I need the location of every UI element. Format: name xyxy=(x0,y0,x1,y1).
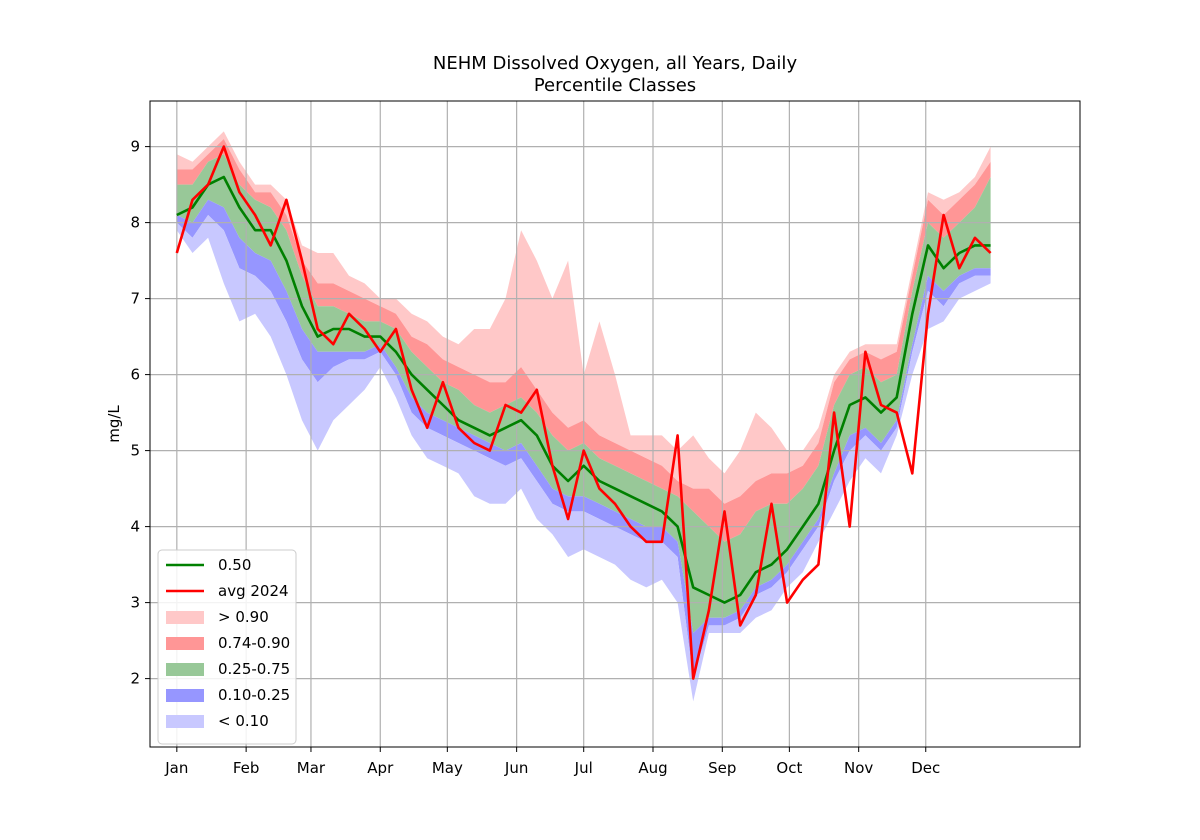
x-tick-label: Apr xyxy=(367,759,394,777)
y-tick-label: 4 xyxy=(130,518,140,536)
legend: 0.50 avg 2024 > 0.90 0.74-0.90 0.25-0.75 0.10… xyxy=(157,549,297,745)
y-tick-label: 5 xyxy=(130,442,140,460)
x-axis: Jan Feb Mar Apr May Jun Jul Aug Sep Oct Nov Dec xyxy=(164,747,940,777)
x-tick-label: May xyxy=(432,759,463,777)
y-axis: 2 3 4 5 6 7 8 9 xyxy=(130,138,150,688)
x-tick-label: Nov xyxy=(844,759,873,777)
band-2 xyxy=(176,154,991,633)
x-tick-label: Jun xyxy=(504,759,528,777)
legend-label: 0.25-0.75 xyxy=(218,660,290,678)
legend-band-swatch xyxy=(166,689,204,702)
series-line-1 xyxy=(175,145,992,680)
plot-area xyxy=(149,100,1081,748)
x-tick-label: Feb xyxy=(233,759,260,777)
lines-layer xyxy=(175,145,992,680)
x-tick-label: Sep xyxy=(708,759,736,777)
legend-label: > 0.90 xyxy=(218,608,269,626)
plot-frame xyxy=(149,100,1081,748)
legend-band-swatch xyxy=(166,637,204,650)
legend-band-swatch xyxy=(166,611,204,624)
y-tick-label: 2 xyxy=(130,670,140,688)
x-tick-label: Aug xyxy=(638,759,667,777)
y-axis-label: mg/L xyxy=(105,405,123,443)
series-line-0 xyxy=(176,175,991,604)
y-tick-label: 3 xyxy=(130,594,140,612)
y-tick-label: 7 xyxy=(130,290,140,308)
x-tick-label: Mar xyxy=(297,759,326,777)
y-tick-label: 8 xyxy=(130,214,140,232)
band-4 xyxy=(176,215,991,702)
chart-subtitle: Percentile Classes xyxy=(534,75,696,96)
legend-label: 0.74-0.90 xyxy=(218,634,290,652)
legend-label: avg 2024 xyxy=(218,582,289,600)
x-tick-label: Oct xyxy=(776,759,802,777)
chart-title: NEHM Dissolved Oxygen, all Years, Daily xyxy=(433,53,798,74)
legend-label: < 0.10 xyxy=(218,712,269,730)
legend-label: 0.50 xyxy=(218,556,251,574)
bands-layer xyxy=(176,131,991,702)
legend-band-swatch xyxy=(166,715,204,728)
y-tick-label: 6 xyxy=(130,366,140,384)
y-tick-label: 9 xyxy=(130,138,140,156)
x-tick-label: Jul xyxy=(574,759,593,777)
legend-label: 0.10-0.25 xyxy=(218,686,290,704)
x-tick-label: Dec xyxy=(911,759,940,777)
legend-band-swatch xyxy=(166,663,204,676)
x-tick-label: Jan xyxy=(164,759,188,777)
